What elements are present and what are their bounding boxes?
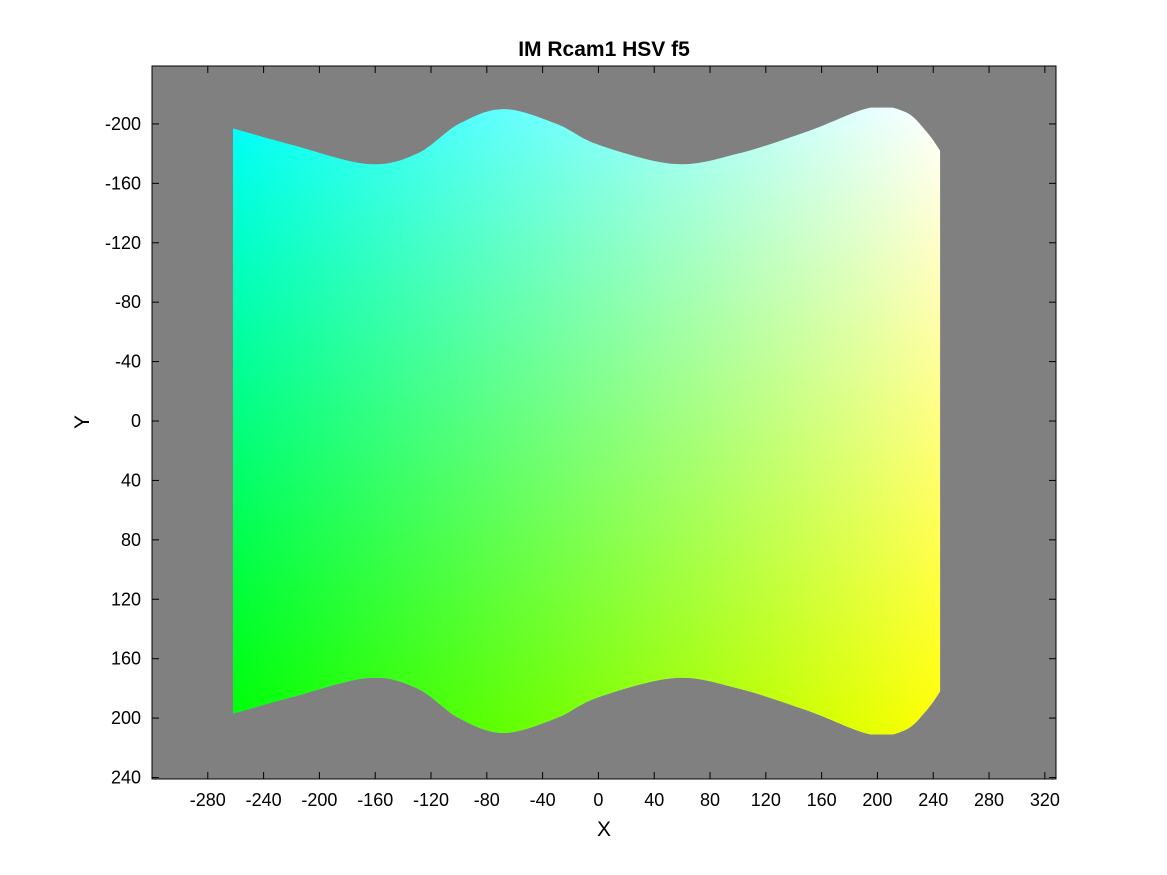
x-tick-label: 40 [644, 790, 664, 810]
x-tick-label: 320 [1030, 790, 1060, 810]
y-tick-label: 160 [111, 649, 141, 669]
y-tick-label: 80 [121, 530, 141, 550]
x-tick-label: 160 [807, 790, 837, 810]
y-tick-label: 40 [121, 470, 141, 490]
y-tick-label: -40 [115, 352, 141, 372]
axes-box [151, 65, 1057, 780]
x-tick-label: 240 [918, 790, 948, 810]
y-tick-label: 120 [111, 589, 141, 609]
y-tick-label: 240 [111, 768, 141, 788]
x-tick-label: -240 [246, 790, 282, 810]
y-tick-label: -120 [105, 233, 141, 253]
y-tick-label: -80 [115, 292, 141, 312]
x-tick-label: -80 [474, 790, 500, 810]
x-axis: -280 -240 -200 -160 -120 -80 -40 0 40 80 120 160 200… [190, 66, 1060, 810]
y-axis: -200 -160 -120 -80 -40 0 40 80 120 160 200 240 [105, 114, 1056, 788]
x-tick-label: 200 [862, 790, 892, 810]
x-axis-label: X [597, 818, 611, 841]
y-tick-label: -160 [105, 173, 141, 193]
x-tick-label: -120 [413, 790, 449, 810]
chart-title: IM Rcam1 HSV f5 [518, 38, 690, 61]
y-tick-label: 0 [131, 411, 141, 431]
y-axis-label: Y [71, 415, 94, 429]
region-gradient-bottom [232, 107, 941, 735]
x-tick-label: -280 [190, 790, 226, 810]
x-tick-label: 120 [751, 790, 781, 810]
x-tick-label: -40 [530, 790, 556, 810]
x-tick-label: 80 [700, 790, 720, 810]
image-region [232, 107, 941, 735]
x-tick-label: -200 [301, 790, 337, 810]
y-tick-label: -200 [105, 114, 141, 134]
x-tick-label: 280 [974, 790, 1004, 810]
x-tick-label: 0 [593, 790, 603, 810]
x-tick-label: -160 [357, 790, 393, 810]
y-tick-label: 200 [111, 708, 141, 728]
